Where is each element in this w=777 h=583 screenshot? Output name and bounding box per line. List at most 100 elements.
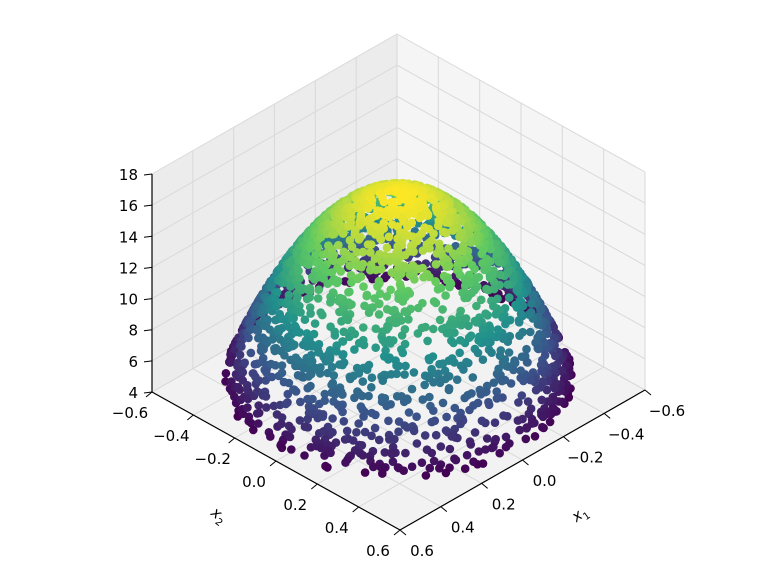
data-point (329, 256, 338, 266)
data-point (338, 350, 348, 360)
data-point (409, 426, 419, 436)
data-point (246, 418, 256, 428)
data-point (262, 403, 271, 412)
data-point (516, 373, 525, 383)
data-point (435, 378, 445, 388)
data-point (378, 376, 388, 386)
data-point (433, 285, 443, 294)
data-point (237, 342, 246, 351)
data-point (327, 362, 337, 372)
data-point (551, 351, 560, 361)
x1-tick-label: −0.4 (608, 425, 644, 443)
data-point (377, 257, 387, 267)
data-point (362, 291, 372, 301)
data-point (521, 434, 531, 444)
data-point (382, 243, 392, 252)
data-point (244, 333, 253, 343)
data-point (306, 381, 315, 391)
data-point (352, 248, 362, 257)
data-point (393, 273, 403, 282)
data-point (444, 385, 454, 395)
data-point (526, 375, 535, 385)
data-point (492, 387, 502, 396)
data-point (385, 212, 394, 222)
x2-tick-label: 0.4 (325, 519, 349, 537)
data-point (370, 423, 380, 433)
data-point (450, 403, 460, 413)
data-point (323, 463, 332, 472)
data-point (277, 443, 287, 453)
data-point (425, 355, 434, 365)
data-point (498, 358, 508, 367)
data-point (420, 431, 430, 440)
data-point (310, 319, 320, 328)
data-point (350, 329, 360, 339)
x2-tick-label: 0.0 (242, 473, 266, 491)
data-point (515, 331, 524, 341)
data-point (498, 334, 508, 344)
data-point (400, 370, 409, 379)
data-point (221, 369, 231, 378)
data-point (477, 416, 487, 426)
data-point (384, 416, 393, 426)
data-point (397, 331, 407, 340)
data-point (313, 243, 323, 252)
data-point (486, 244, 495, 254)
z-tick-mark (143, 329, 153, 332)
data-point (346, 374, 355, 384)
data-point (382, 292, 392, 301)
data-point (354, 369, 364, 378)
data-point (523, 397, 533, 406)
data-point (487, 348, 496, 358)
z-tick-label: 14 (119, 228, 138, 246)
data-point (464, 321, 473, 331)
data-point (421, 471, 431, 480)
x2-tick-label: 0.2 (283, 496, 307, 514)
data-point (460, 293, 469, 303)
data-point (429, 406, 438, 416)
data-point (462, 450, 472, 460)
data-point (326, 448, 335, 458)
data-point (442, 328, 452, 338)
data-point (474, 447, 484, 456)
data-point (419, 273, 428, 282)
data-point (385, 257, 394, 266)
data-point (339, 417, 349, 426)
data-point (522, 424, 531, 433)
data-point (492, 394, 502, 403)
data-point (402, 308, 412, 318)
data-point (386, 285, 396, 295)
data-point (482, 284, 491, 294)
data-point (277, 413, 287, 422)
x2-tick-mark (352, 506, 359, 513)
data-point (286, 282, 295, 291)
data-point (455, 232, 464, 242)
data-point (374, 310, 384, 319)
data-point (501, 442, 511, 452)
data-point (527, 299, 536, 308)
data-point (329, 229, 339, 239)
data-point (491, 310, 501, 319)
data-point (394, 361, 404, 371)
data-point (495, 351, 505, 361)
data-point (374, 299, 384, 309)
data-point (427, 417, 437, 427)
data-point (456, 320, 466, 330)
data-point (337, 317, 346, 326)
data-point (438, 227, 448, 237)
data-point (436, 442, 446, 451)
data-point (271, 361, 280, 370)
data-point (478, 325, 488, 335)
data-point (418, 395, 428, 404)
x2-tick-mark (393, 529, 401, 536)
data-point (517, 352, 527, 362)
data-point (332, 347, 341, 356)
data-point (238, 368, 248, 377)
data-point (300, 451, 309, 460)
data-point (330, 331, 340, 340)
data-point (431, 430, 441, 440)
data-point (287, 445, 296, 454)
data-point (280, 351, 289, 360)
data-point (476, 390, 486, 399)
